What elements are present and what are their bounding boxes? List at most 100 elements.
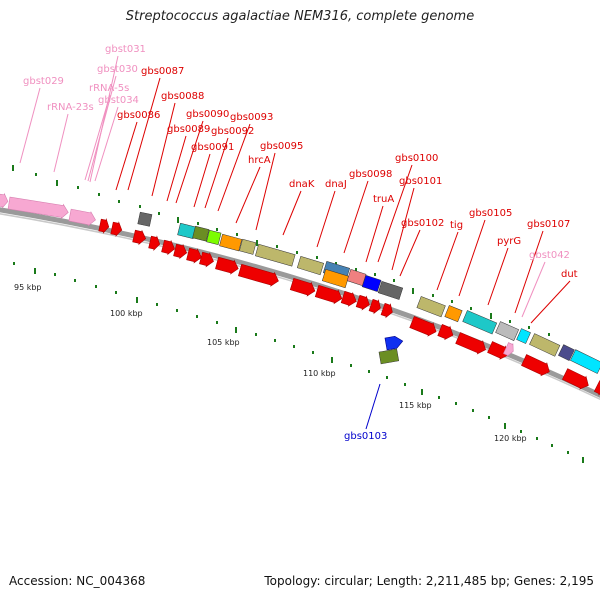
topology-summary: Topology: circular; Length: 2,211,485 bp… <box>264 574 594 588</box>
scale-tick <box>472 409 474 412</box>
outer-tick <box>139 205 141 208</box>
gene-arrow <box>368 298 381 315</box>
gene-label[interactable]: gbs0089 <box>167 124 210 135</box>
gene-label[interactable]: gbs0095 <box>260 141 303 152</box>
gene-label[interactable]: gbs0088 <box>161 91 204 102</box>
gene-label[interactable]: gbs0101 <box>399 176 442 187</box>
cog-box-grey <box>137 211 153 227</box>
leader-line <box>514 230 544 314</box>
arrow-shape <box>340 290 357 307</box>
cog-box <box>570 349 600 374</box>
arrow-shape <box>561 368 589 390</box>
leader-line <box>53 113 69 173</box>
leader-line <box>343 180 369 254</box>
cog-box-olive <box>192 225 210 242</box>
gene-arrow <box>237 263 279 287</box>
gene-label[interactable]: rRNA-5s <box>89 83 129 94</box>
accession-text: Accession: NC_004368 <box>9 574 146 588</box>
scale-tick <box>235 327 237 333</box>
gene-arrow <box>186 247 202 264</box>
gene-label[interactable]: pyrG <box>497 236 521 247</box>
cog-box <box>192 225 210 242</box>
scale-tick <box>95 285 97 288</box>
gene-label[interactable]: gbs0100 <box>395 153 438 164</box>
gene-arrow <box>355 294 370 311</box>
scale-tick <box>368 370 370 373</box>
gene-label[interactable]: gbs0105 <box>469 208 512 219</box>
outer-tick <box>470 307 472 310</box>
cog-box <box>137 211 153 227</box>
gene-label[interactable]: gbs0098 <box>349 169 392 180</box>
cog-box <box>462 310 498 335</box>
cog-box <box>239 238 257 255</box>
gene-label[interactable]: gbs0086 <box>117 110 160 121</box>
scale-tick <box>455 402 457 405</box>
outer-tick <box>35 173 37 176</box>
arrow-shape <box>521 354 550 377</box>
arrow-shape <box>199 251 214 268</box>
leader-line <box>436 231 459 291</box>
outer-tick <box>451 300 453 303</box>
leader-line <box>235 166 261 224</box>
rrna-23s-arrow <box>7 196 69 220</box>
gene-label[interactable]: gbs0103 <box>344 431 387 442</box>
gene-label[interactable]: hrcA <box>248 155 271 166</box>
outer-tick <box>77 186 79 189</box>
outer-tick <box>528 326 530 329</box>
arrow-shape <box>68 208 96 227</box>
scale-tick <box>13 262 15 265</box>
cog-box <box>378 348 400 365</box>
gene-label[interactable]: gbs0087 <box>141 66 184 77</box>
gene-label[interactable]: dut <box>561 269 578 280</box>
gene-label[interactable]: gbs0093 <box>230 112 273 123</box>
gene-arrow <box>409 316 437 337</box>
cog-box <box>495 321 520 341</box>
scale-tick <box>438 396 440 399</box>
outer-tick <box>118 200 120 203</box>
gene-label[interactable]: gbs0102 <box>401 218 444 229</box>
arrow-shape <box>455 332 486 355</box>
scale-tick <box>136 297 138 303</box>
outer-tick <box>296 251 298 254</box>
gene-arrow <box>593 380 600 396</box>
scale-tick <box>196 315 198 318</box>
gene-label[interactable]: gbs0091 <box>191 142 234 153</box>
gene-arrow <box>455 332 486 355</box>
gene-label[interactable]: gbst042 <box>529 250 570 261</box>
cog-box-brightcyan <box>516 328 531 344</box>
gene-label[interactable]: gbst031 <box>105 44 146 55</box>
arrow-shape <box>355 294 370 311</box>
cog-box <box>558 344 575 361</box>
gene-label[interactable]: gbs0107 <box>527 219 570 230</box>
gene-label[interactable]: gbst034 <box>98 95 139 106</box>
cog-box <box>321 268 350 289</box>
leader-line <box>127 77 161 191</box>
gene-label[interactable]: gbs0090 <box>186 109 229 120</box>
gene-label[interactable]: gbs0092 <box>211 126 254 137</box>
gene-label[interactable]: tig <box>450 220 463 231</box>
gene-label[interactable]: truA <box>373 194 394 205</box>
gene-label[interactable]: gbst029 <box>23 76 64 87</box>
cog-box <box>206 229 222 246</box>
outer-tick <box>393 279 395 282</box>
leader-line <box>458 219 486 297</box>
cog-box-slate <box>558 344 575 361</box>
cog-box-blue <box>361 274 382 292</box>
cog-box-cyan <box>462 310 498 335</box>
gene-label[interactable]: dnaJ <box>325 179 347 190</box>
scale-tick <box>34 268 36 274</box>
leader-line <box>115 121 138 191</box>
scale-tick <box>331 357 333 363</box>
scale-tick <box>176 309 178 312</box>
gene-label[interactable]: rRNA-23s <box>47 102 94 113</box>
cog-box <box>444 305 463 323</box>
outer-tick <box>316 256 318 259</box>
arrow-shape <box>110 221 123 237</box>
gene-arrow <box>148 235 161 251</box>
leader-line <box>193 153 211 208</box>
outer-tick <box>177 217 179 223</box>
gene-label[interactable]: dnaK <box>289 179 315 190</box>
gene-label[interactable]: gbst030 <box>97 64 138 75</box>
